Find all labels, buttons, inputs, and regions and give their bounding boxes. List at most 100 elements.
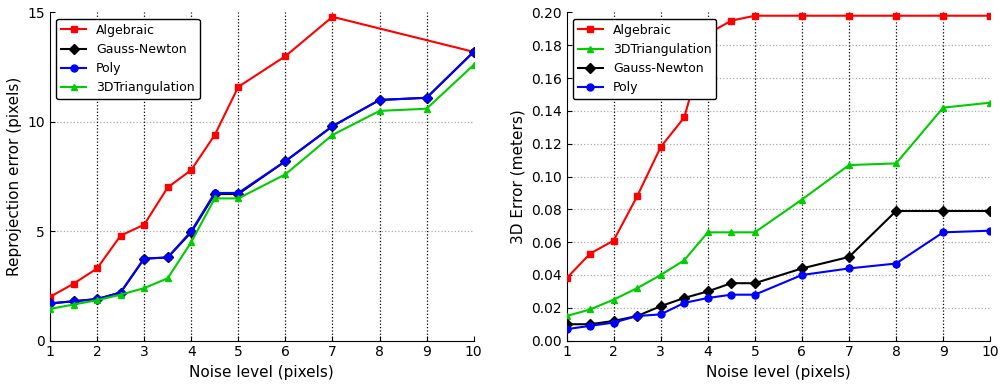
Algebraic [890, 14, 902, 18]
Algebraic [725, 18, 737, 23]
3DTriangulation [326, 133, 338, 137]
Algebraic [138, 223, 150, 227]
3DTriangulation [468, 63, 480, 67]
Gauss-Newton [232, 192, 244, 196]
Line: Gauss-Newton: Gauss-Newton [46, 48, 477, 307]
Poly [91, 297, 103, 301]
Poly [280, 159, 292, 164]
3DTriangulation [796, 197, 808, 202]
Algebraic [938, 14, 950, 18]
Poly [138, 256, 150, 261]
Y-axis label: Reprojection error (pixels): Reprojection error (pixels) [7, 77, 22, 276]
Poly [631, 314, 643, 319]
Line: Algebraic: Algebraic [563, 12, 994, 282]
Poly [725, 292, 737, 297]
3DTriangulation [584, 307, 597, 312]
3DTriangulation [162, 276, 174, 281]
Poly [748, 292, 761, 297]
Line: Algebraic: Algebraic [46, 13, 477, 300]
Gauss-Newton [584, 322, 597, 327]
Algebraic [796, 14, 808, 18]
Gauss-Newton [67, 299, 79, 303]
Algebraic [468, 50, 480, 54]
Gauss-Newton [631, 314, 643, 319]
3DTriangulation [655, 273, 667, 277]
3DTriangulation [421, 106, 433, 111]
3DTriangulation [67, 302, 79, 307]
Algebraic [631, 194, 643, 199]
Line: 3DTriangulation: 3DTriangulation [46, 62, 477, 312]
Algebraic [185, 168, 197, 172]
Line: 3DTriangulation: 3DTriangulation [563, 99, 994, 320]
Poly [984, 228, 996, 233]
Line: Poly: Poly [563, 227, 994, 332]
Gauss-Newton [468, 50, 480, 54]
Gauss-Newton [44, 301, 56, 306]
Algebraic [984, 14, 996, 18]
Legend: Algebraic, Gauss-Newton, Poly, 3DTriangulation: Algebraic, Gauss-Newton, Poly, 3DTriangu… [56, 19, 200, 99]
3DTriangulation [608, 297, 620, 302]
Poly [162, 255, 174, 260]
Algebraic [702, 31, 714, 36]
Poly [468, 50, 480, 54]
Algebraic [584, 251, 597, 256]
3DTriangulation [91, 298, 103, 303]
Poly [373, 98, 385, 102]
3DTriangulation [208, 196, 220, 201]
Gauss-Newton [326, 124, 338, 128]
3DTriangulation [280, 172, 292, 177]
Algebraic [678, 115, 690, 120]
Algebraic [162, 185, 174, 190]
3DTriangulation [725, 230, 737, 235]
X-axis label: Noise level (pixels): Noise level (pixels) [706, 365, 851, 380]
Poly [421, 96, 433, 100]
Gauss-Newton [796, 266, 808, 271]
Poly [560, 327, 572, 332]
Legend: Algebraic, 3DTriangulation, Gauss-Newton, Poly: Algebraic, 3DTriangulation, Gauss-Newton… [572, 19, 716, 99]
Gauss-Newton [185, 230, 197, 235]
Poly [115, 290, 127, 295]
Poly [326, 124, 338, 128]
Y-axis label: 3D Error (meters): 3D Error (meters) [510, 109, 525, 244]
3DTriangulation [44, 307, 56, 311]
Poly [655, 312, 667, 317]
Poly [608, 320, 620, 325]
Gauss-Newton [843, 255, 855, 259]
Poly [584, 324, 597, 328]
Poly [938, 230, 950, 235]
3DTriangulation [138, 286, 150, 291]
3DTriangulation [678, 258, 690, 262]
3DTriangulation [748, 230, 761, 235]
3DTriangulation [232, 196, 244, 201]
Gauss-Newton [91, 297, 103, 301]
Gauss-Newton [162, 255, 174, 260]
Poly [208, 191, 220, 195]
Gauss-Newton [890, 209, 902, 213]
Gauss-Newton [725, 281, 737, 286]
3DTriangulation [938, 105, 950, 110]
Gauss-Newton [560, 322, 572, 327]
Line: Gauss-Newton: Gauss-Newton [563, 207, 994, 328]
Poly [44, 301, 56, 306]
Gauss-Newton [608, 319, 620, 323]
Algebraic [232, 84, 244, 89]
3DTriangulation [631, 286, 643, 291]
Poly [843, 266, 855, 271]
Gauss-Newton [208, 192, 220, 196]
3DTriangulation [984, 100, 996, 105]
Gauss-Newton [984, 209, 996, 213]
Gauss-Newton [702, 289, 714, 294]
Gauss-Newton [115, 290, 127, 295]
Poly [232, 191, 244, 195]
X-axis label: Noise level (pixels): Noise level (pixels) [189, 365, 334, 380]
3DTriangulation [843, 163, 855, 167]
Algebraic [748, 14, 761, 18]
Poly [678, 301, 690, 305]
Algebraic [560, 276, 572, 281]
Gauss-Newton [421, 96, 433, 100]
Poly [702, 296, 714, 300]
Gauss-Newton [373, 98, 385, 102]
Gauss-Newton [280, 159, 292, 164]
3DTriangulation [560, 314, 572, 319]
Algebraic [326, 14, 338, 19]
